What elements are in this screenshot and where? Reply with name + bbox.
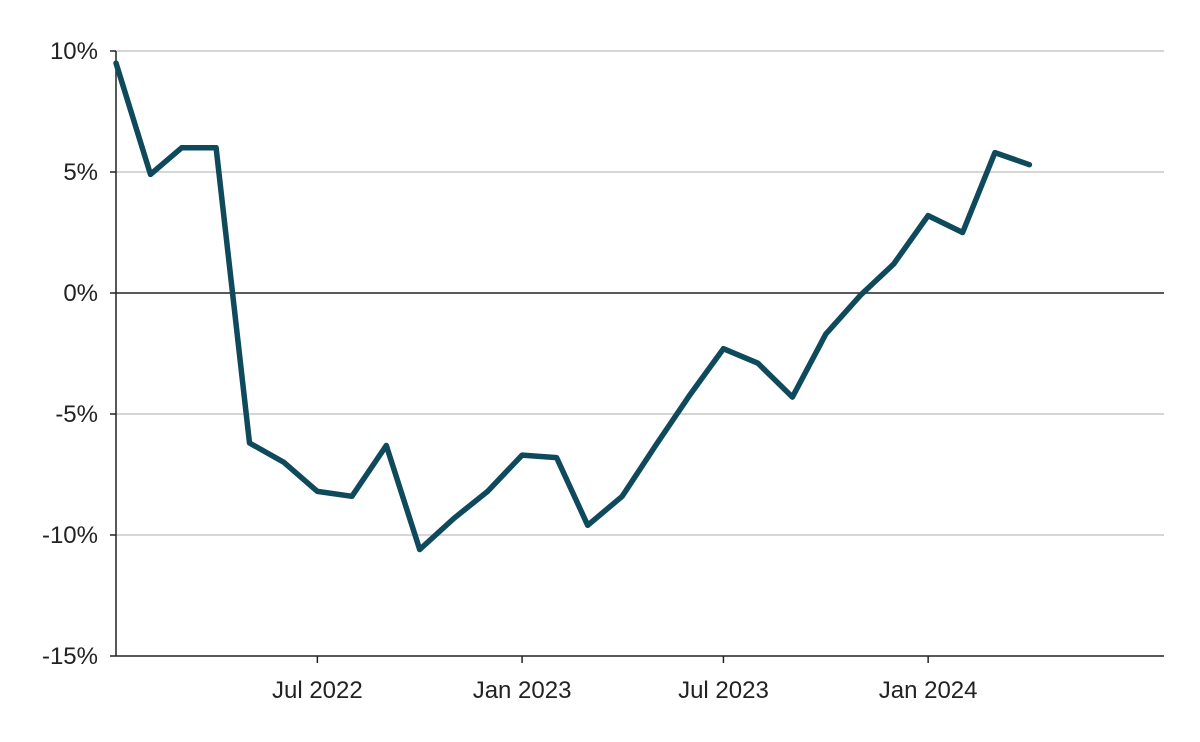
x-tick-label: Jul 2023	[678, 677, 769, 704]
x-tick-labels: Jul 2022 Jan 2023 Jul 2023 Jan 2024	[272, 677, 978, 704]
series-layer	[113, 60, 1033, 553]
y-tick-label: 5%	[63, 159, 98, 186]
x-tick-label: Jan 2024	[879, 677, 978, 704]
y-tick-label: 10%	[50, 38, 98, 65]
y-tick-label: 0%	[63, 280, 98, 307]
x-tick-label: Jul 2022	[272, 677, 363, 704]
y-tick-label: -10%	[42, 522, 98, 549]
series-line	[113, 60, 1033, 553]
x-tick-label: Jan 2023	[473, 677, 572, 704]
y-tick-label: -5%	[55, 401, 98, 428]
gridlines	[116, 50, 1164, 536]
y-tick-label: -15%	[42, 643, 98, 670]
y-tick-labels: 10% 5% 0% -5% -10% -15%	[42, 38, 98, 670]
axes	[110, 50, 1164, 663]
